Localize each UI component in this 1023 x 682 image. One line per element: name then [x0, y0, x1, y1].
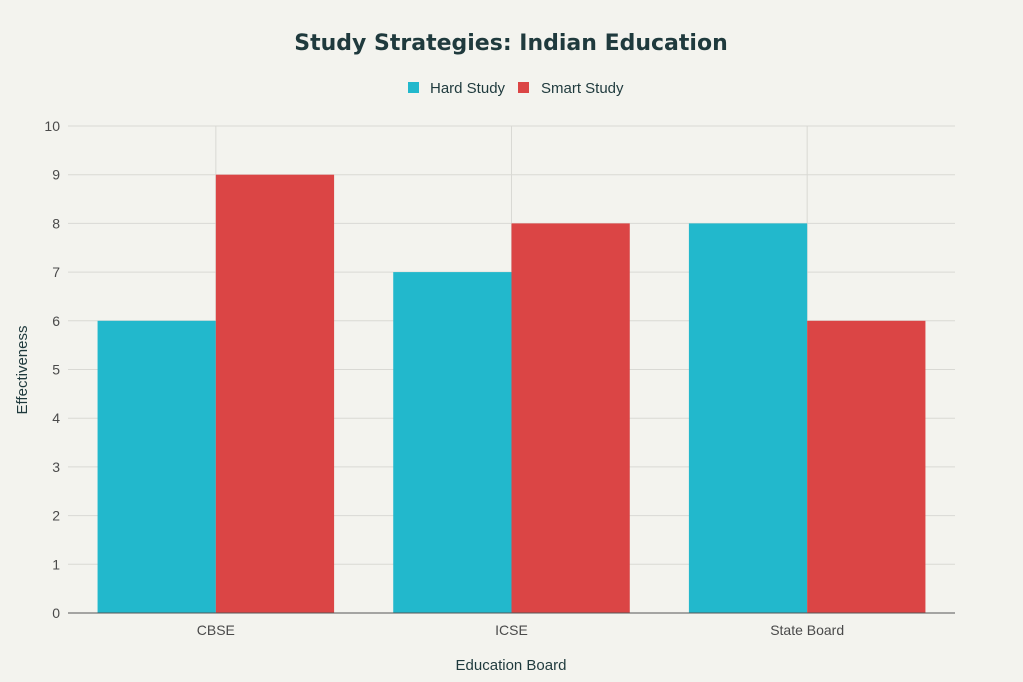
bar-hard-study-cbse	[97, 320, 216, 613]
x-axis-title: Education Board	[456, 657, 567, 674]
legend-swatch-hard-study	[408, 82, 419, 93]
y-tick-label: 10	[44, 118, 60, 134]
bar-smart-study-cbse	[215, 174, 335, 613]
y-tick-label: 9	[52, 167, 60, 183]
legend-swatch-smart-study	[518, 82, 529, 93]
y-tick-label: 4	[52, 410, 60, 426]
chart-title: Study Strategies: Indian Education	[294, 31, 728, 56]
y-tick-label: 0	[52, 605, 60, 621]
y-tick-label: 1	[52, 556, 60, 572]
y-tick-label: 8	[52, 215, 60, 231]
y-tick-label: 3	[52, 459, 60, 475]
bar-hard-study-icse	[393, 272, 512, 613]
legend: Hard Study Smart Study	[408, 80, 624, 97]
x-tick-label: State Board	[770, 622, 844, 638]
y-axis-title: Effectiveness	[14, 326, 31, 415]
bar-hard-study-state-board	[688, 223, 808, 613]
legend-label-smart-study: Smart Study	[541, 80, 624, 97]
x-axis-ticks: CBSE ICSE State Board	[197, 622, 844, 638]
bar-smart-study-state-board	[807, 320, 926, 613]
y-tick-label: 2	[52, 508, 60, 524]
x-tick-label: CBSE	[197, 622, 235, 638]
x-tick-label: ICSE	[495, 622, 528, 638]
bar-smart-study-icse	[511, 223, 630, 613]
y-axis-ticks: 0 1 2 3 4 5 6 7 8 9 10	[44, 118, 60, 621]
y-tick-label: 6	[52, 313, 60, 329]
y-tick-label: 7	[52, 264, 60, 280]
y-tick-label: 5	[52, 362, 60, 378]
bars	[97, 174, 926, 613]
legend-label-hard-study: Hard Study	[430, 80, 506, 97]
